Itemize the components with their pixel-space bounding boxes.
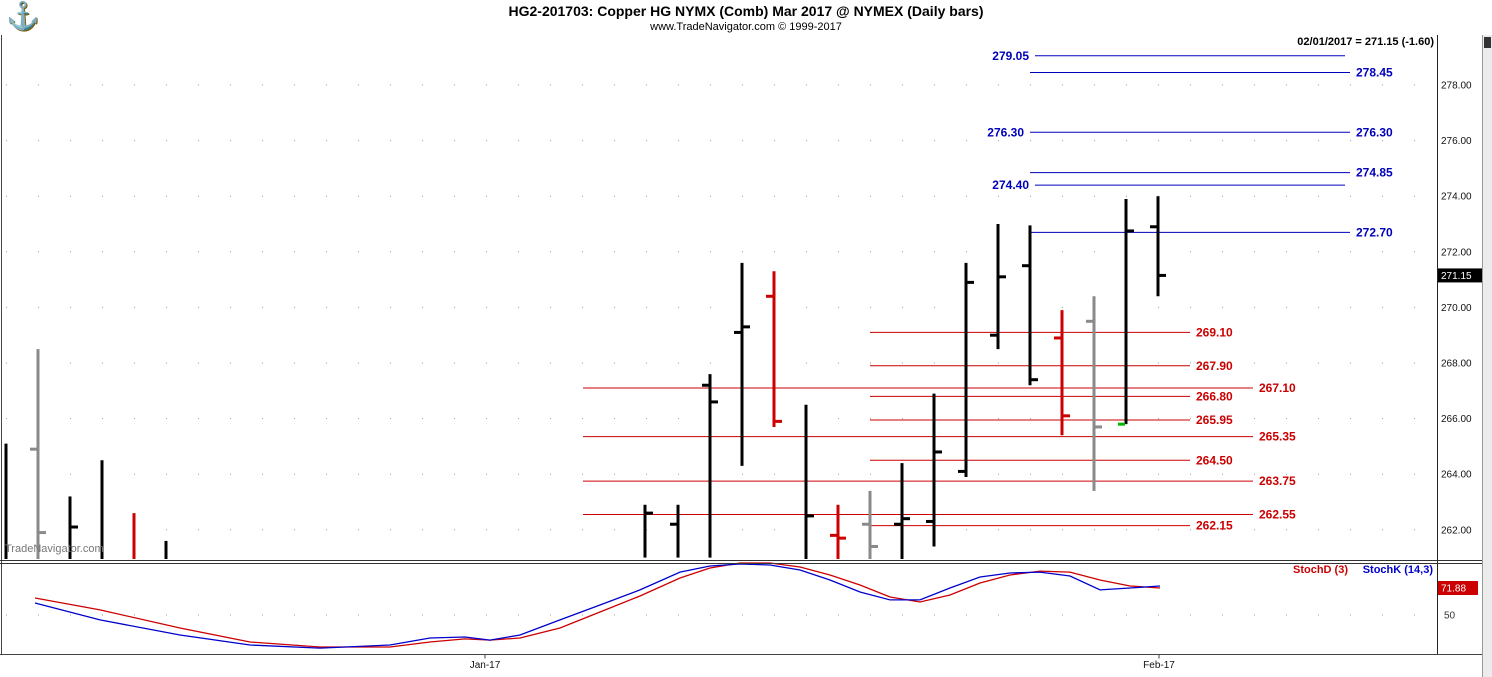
page-title: HG2-201703: Copper HG NYMX (Comb) Mar 20… [508, 3, 984, 19]
price-axis-label: 274.00 [1441, 192, 1472, 203]
stoch-axis-label: 50 [1444, 611, 1456, 622]
support-line-label: 264.50 [1196, 453, 1233, 467]
last-price-tag-label: 271.15 [1441, 271, 1472, 282]
chart-scrollbar[interactable] [1482, 35, 1492, 677]
scrollbar-thumb[interactable] [1484, 37, 1491, 48]
price-axis-label: 270.00 [1441, 303, 1472, 314]
stoch-value-tag [1438, 581, 1478, 596]
chart-subtitle: www.TradeNavigator.com © 1999-2017 [650, 21, 842, 33]
support-line-label: 265.95 [1196, 413, 1233, 427]
resistance-line-label: 278.45 [1356, 65, 1393, 79]
price-axis-label: 264.00 [1441, 470, 1472, 481]
chart-watermark: TradeNavigator.com [5, 543, 104, 555]
support-line-label: 263.75 [1259, 474, 1296, 488]
price-axis-label: 278.00 [1441, 81, 1472, 92]
support-line-label: 262.55 [1259, 508, 1296, 522]
stoch-value-tag-label: 71.88 [1441, 584, 1466, 595]
resistance-line-label: 276.30 [1356, 125, 1393, 139]
support-line-label: 267.10 [1259, 381, 1296, 395]
stochk-legend-label: StochK (14,3) [1363, 564, 1434, 576]
price-axis-label: 276.00 [1441, 136, 1472, 147]
last-price-tag [1438, 268, 1483, 283]
resistance-line-label: 279.05 [992, 49, 1029, 63]
support-line-label: 267.90 [1196, 359, 1233, 373]
resistance-line-label: 274.85 [1356, 166, 1393, 180]
support-line-label: 262.15 [1196, 519, 1233, 533]
stochd-legend-label: StochD (3) [1293, 564, 1348, 576]
resistance-line-label: 272.70 [1356, 225, 1393, 239]
resistance-line-label: 274.40 [992, 178, 1029, 192]
date-axis-label: Feb-17 [1143, 660, 1175, 671]
resistance-line-label: 276.30 [987, 125, 1024, 139]
support-line-label: 269.10 [1196, 325, 1233, 339]
price-axis-label: 266.00 [1441, 414, 1472, 425]
support-line-label: 266.80 [1196, 389, 1233, 403]
quote-annotation: 02/01/2017 = 271.15 (-1.60) [1297, 36, 1434, 48]
price-axis-label: 262.00 [1441, 525, 1472, 536]
stochk-line [34, 563, 1161, 649]
price-axis-label: 268.00 [1441, 359, 1472, 370]
price-axis-label: 272.00 [1441, 247, 1472, 258]
tradenavigator-logo-icon: ⚓ [6, 1, 40, 31]
date-axis-label: Jan-17 [470, 660, 501, 671]
support-line-label: 265.35 [1259, 430, 1296, 444]
